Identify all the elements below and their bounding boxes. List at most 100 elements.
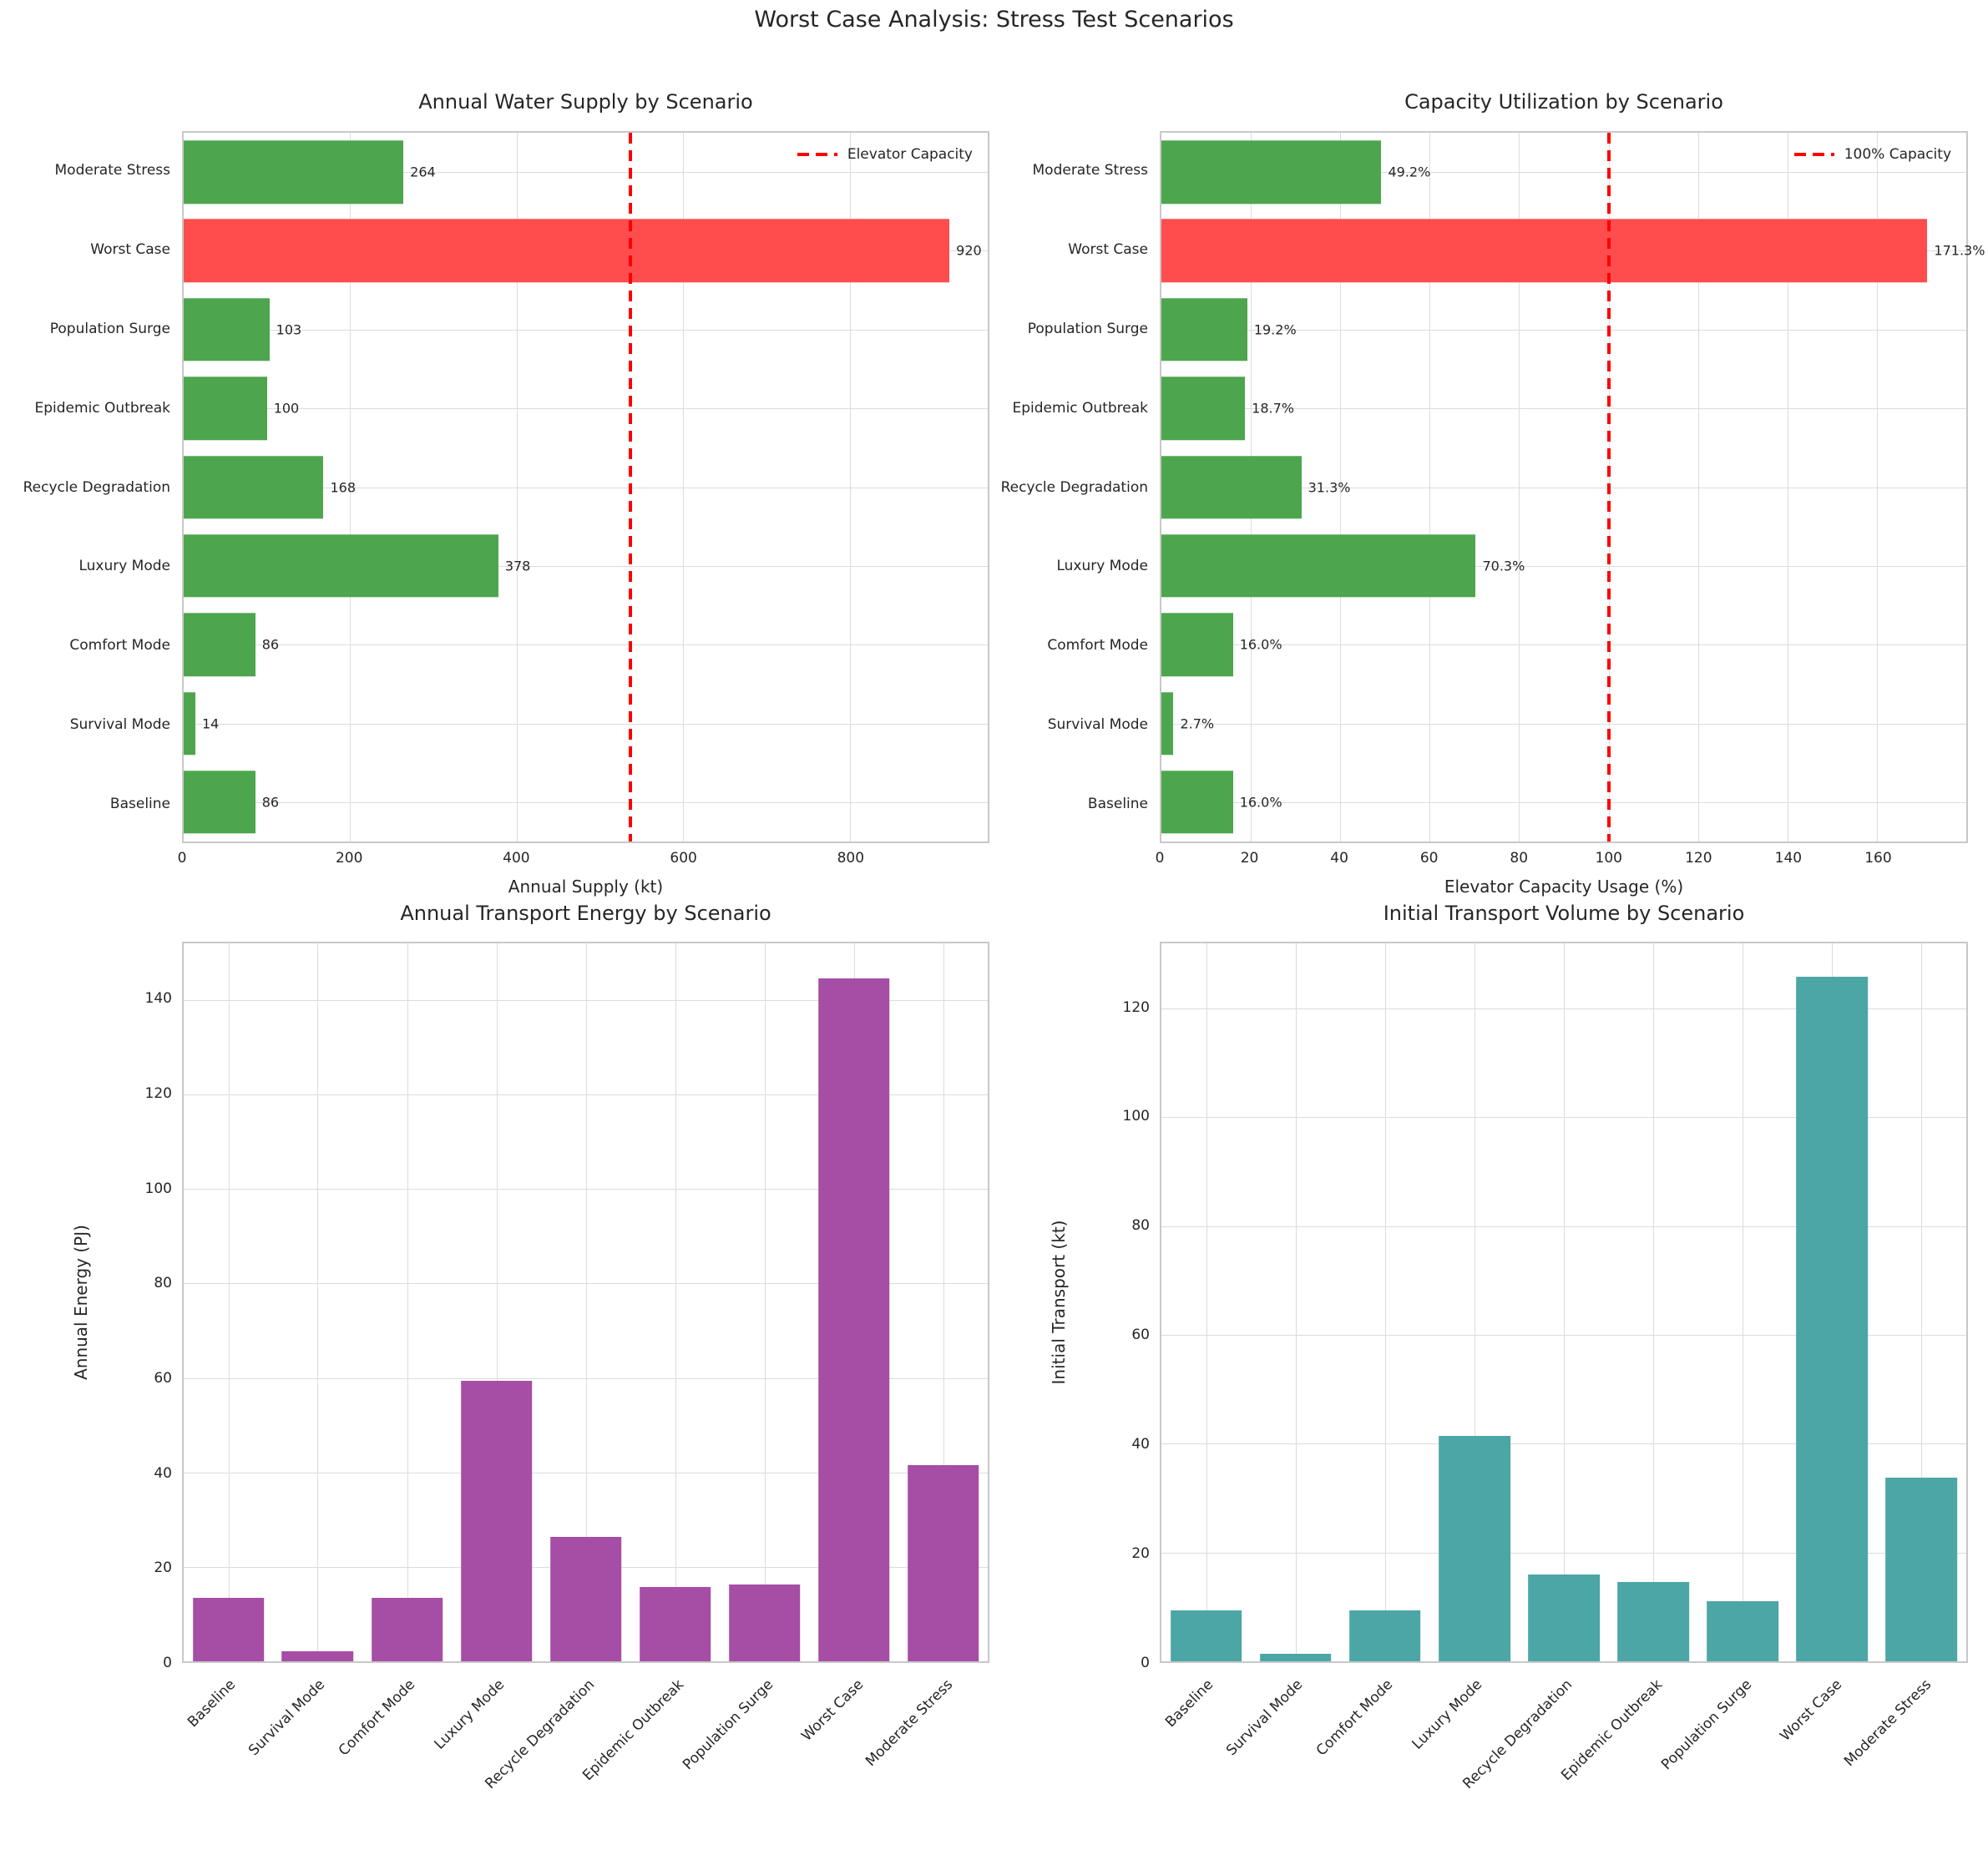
bar-survival-mode	[1161, 691, 1174, 756]
category-label-population-surge: Population Surge	[680, 1676, 777, 1774]
category-label-survival-mode: Survival Mode	[245, 1676, 329, 1760]
category-label-baseline: Baseline	[1161, 1676, 1217, 1731]
bar-value-label: 264	[410, 164, 436, 180]
gridline-horizontal	[1161, 408, 1966, 410]
category-label-baseline: Baseline	[184, 1676, 239, 1731]
category-label-worst-case: Worst Case	[1068, 241, 1148, 259]
x-tick-label: 200	[335, 850, 363, 867]
gridline-horizontal	[1161, 1117, 1966, 1119]
bar-value-label: 2.7%	[1180, 715, 1215, 731]
category-label-survival-mode: Survival Mode	[1223, 1676, 1307, 1760]
gridline-vertical	[1519, 133, 1520, 842]
gridline-vertical	[1608, 133, 1610, 842]
gridline-horizontal	[184, 1283, 988, 1285]
bar-moderate-stress	[1161, 140, 1382, 204]
legend-label: Elevator Capacity	[847, 146, 973, 163]
category-label-comfort-mode: Comfort Mode	[1313, 1676, 1397, 1760]
bar-baseline	[192, 1597, 265, 1661]
category-label-worst-case: Worst Case	[90, 241, 170, 259]
gridline-vertical	[1340, 133, 1342, 842]
y-tick-label: 40	[1131, 1436, 1150, 1453]
y-tick-label: 100	[1122, 1108, 1150, 1125]
x-tick-label: 140	[1774, 850, 1803, 867]
gridline-vertical	[1876, 133, 1878, 842]
bar-worst-case	[1161, 219, 1928, 283]
gridline-horizontal	[1161, 1008, 1966, 1010]
gridline-horizontal	[184, 565, 988, 567]
category-label-recycle-degradation: Recycle Degradation	[1459, 1676, 1576, 1792]
gridline-vertical	[350, 133, 352, 842]
dashed-line-swatch	[1793, 153, 1834, 156]
x-tick-label: 60	[1419, 850, 1439, 867]
gridline-vertical	[1429, 133, 1431, 842]
chart-title: Initial Transport Volume by Scenario	[1383, 902, 1745, 925]
bar-moderate-stress	[1885, 1477, 1958, 1661]
bar-recycle-degradation	[184, 455, 324, 519]
y-tick-label: 120	[144, 1084, 172, 1102]
x-tick-label: 0	[1155, 850, 1165, 867]
panel-annual-transport-energy: Annual Transport Energy by Scenario Annu…	[71, 902, 989, 1792]
gridline-horizontal	[184, 999, 988, 1001]
panel-capacity-utilization: Capacity Utilization by Scenario Moderat…	[978, 90, 1985, 897]
bar-value-label: 86	[261, 794, 280, 811]
bar-value-label: 378	[504, 558, 531, 574]
gridline-horizontal	[184, 1566, 988, 1568]
gridline-horizontal	[184, 408, 988, 410]
x-tick-label: 600	[670, 850, 697, 867]
bar-comfort-mode	[184, 613, 255, 676]
bar-baseline	[1170, 1610, 1242, 1661]
bar-survival-mode	[184, 691, 195, 756]
bar-luxury-mode	[184, 534, 498, 598]
gridline-vertical	[1832, 943, 1834, 1661]
bar-moderate-stress	[184, 140, 404, 204]
bar-value-label: 16.0%	[1239, 794, 1282, 811]
category-label-luxury-mode: Luxury Mode	[431, 1676, 508, 1753]
x-tick-labels: 0 200 400 600 800	[178, 850, 989, 870]
bar-value-label: 18.7%	[1252, 400, 1294, 417]
gridline-horizontal	[1161, 1443, 1966, 1445]
bar-population-surge	[1707, 1601, 1779, 1661]
x-tick-label: 80	[1510, 850, 1529, 867]
bar-value-label: 100	[273, 400, 300, 417]
y-axis-label: Initial Transport (kt)	[1049, 1220, 1069, 1385]
bar-population-surge	[184, 298, 270, 361]
gridline-horizontal	[184, 1377, 988, 1379]
category-label-comfort-mode: Comfort Mode	[69, 637, 170, 655]
y-category-labels: Moderate Stress Worst Case Population Surg…	[978, 131, 1148, 843]
y-tick-label: 60	[154, 1369, 172, 1387]
bar-population-surge	[1161, 298, 1247, 361]
bar-worst-case	[817, 978, 890, 1661]
category-label-population-surge: Population Surge	[1027, 320, 1148, 337]
gridline-horizontal	[184, 644, 988, 646]
bar-luxury-mode	[460, 1380, 533, 1661]
panel-initial-transport-volume: Initial Transport Volume by Scenario Ini…	[1049, 902, 1968, 1792]
gridline-vertical	[764, 943, 766, 1661]
bar-comfort-mode	[1161, 613, 1233, 676]
bar-recycle-degradation	[549, 1536, 622, 1661]
gridline-vertical	[683, 133, 685, 842]
bar-value-label: 920	[956, 242, 982, 259]
bar-comfort-mode	[371, 1597, 443, 1661]
panel-annual-water-supply: Annual Water Supply by Scenario Moderate…	[23, 90, 989, 897]
bar-survival-mode	[1259, 1653, 1332, 1661]
y-tick-label: 20	[1131, 1545, 1150, 1563]
gridline-vertical	[943, 943, 944, 1661]
category-label-luxury-mode: Luxury Mode	[1056, 558, 1148, 575]
bar-comfort-mode	[1348, 1610, 1421, 1661]
plot-area	[1160, 942, 1968, 1663]
category-label-luxury-mode: Luxury Mode	[78, 558, 170, 575]
category-label-moderate-stress: Moderate Stress	[1032, 162, 1149, 179]
gridline-vertical	[516, 133, 518, 842]
y-tick-label: 80	[154, 1275, 172, 1292]
gridline-horizontal	[1161, 565, 1966, 567]
category-label-comfort-mode: Comfort Mode	[1047, 637, 1148, 655]
y-axis-label: Annual Energy (PJ)	[71, 1225, 91, 1380]
gridline-horizontal	[184, 250, 988, 252]
gridline-horizontal	[184, 172, 988, 174]
gridline-horizontal	[184, 1094, 988, 1096]
gridline-vertical	[407, 943, 408, 1661]
bar-value-label: 16.0%	[1239, 636, 1282, 653]
legend: Elevator Capacity	[797, 146, 973, 163]
y-tick-label: 60	[1131, 1327, 1150, 1344]
bar-population-surge	[728, 1584, 801, 1661]
